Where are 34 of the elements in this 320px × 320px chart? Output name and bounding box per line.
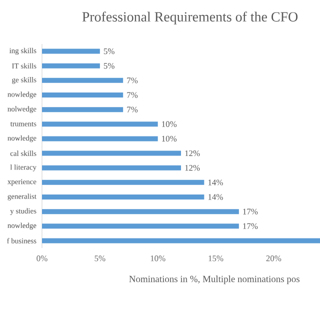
bar: [42, 48, 100, 54]
bar: [42, 224, 239, 229]
data-label: 12%: [185, 164, 200, 171]
bar: [42, 107, 124, 112]
data-label: 7%: [127, 78, 138, 84]
data-label: 12%: [185, 150, 200, 156]
bar: [42, 136, 158, 142]
data-label: 7%: [127, 92, 138, 98]
bar: [42, 150, 181, 156]
x-tick-label: 15%: [208, 256, 224, 262]
data-label: 14%: [208, 180, 223, 186]
bar: [42, 194, 204, 200]
bar: [42, 209, 239, 214]
bar: [42, 180, 204, 185]
data-label: 7%: [127, 106, 138, 112]
data-label: 5%: [104, 62, 114, 69]
chart-title: Professional Requirements of the CFO: [82, 12, 298, 24]
data-label: 10%: [162, 136, 177, 142]
x-tick-label: 5%: [94, 256, 106, 262]
data-label: 14%: [208, 194, 223, 200]
data-label: 17%: [243, 208, 258, 214]
bar: [42, 238, 320, 244]
data-label: 5%: [104, 48, 114, 54]
bar: [42, 63, 100, 68]
bar: [42, 165, 181, 170]
data-label: 10%: [162, 121, 177, 128]
x-axis-title: Nominations in %, Multiple nominations pos: [129, 276, 300, 284]
data-label: 17%: [243, 223, 258, 230]
bar: [42, 92, 124, 98]
x-tick-label: 0%: [36, 256, 48, 262]
x-tick-label: 20%: [266, 256, 282, 262]
bar: [42, 122, 158, 127]
x-tick-label: 10%: [150, 256, 166, 262]
bar: [42, 78, 124, 83]
